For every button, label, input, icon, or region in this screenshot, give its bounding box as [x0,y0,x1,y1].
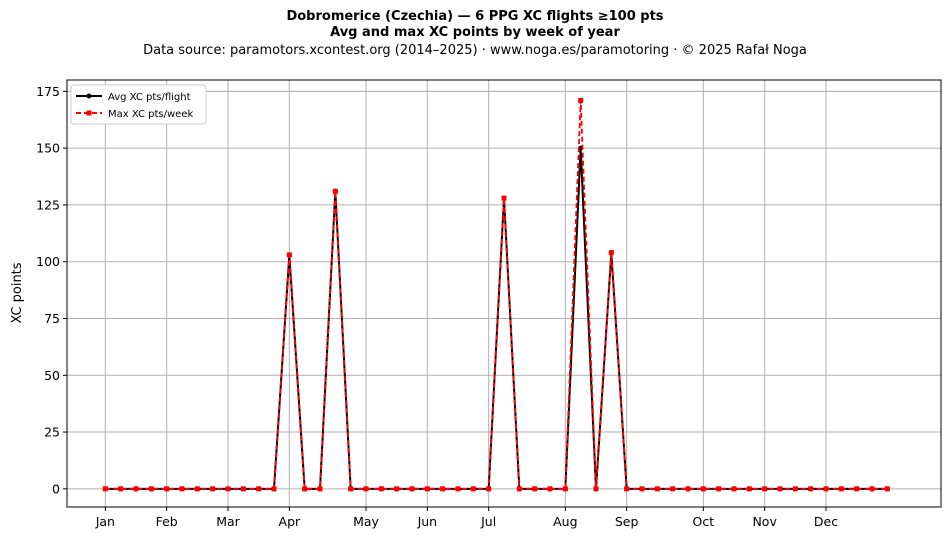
point-max [762,486,768,492]
x-tick-label: May [353,514,379,529]
chart-subtitle: Data source: paramotors.xcontest.org (20… [143,43,807,58]
x-tick-label: Nov [752,514,777,529]
point-max [608,250,614,256]
point-max [102,486,108,492]
x-tick-label: Oct [693,514,715,529]
point-max [639,486,645,492]
point-max [424,486,430,492]
y-tick-label: 0 [52,481,60,496]
point-max [700,486,706,492]
series-layer [102,97,890,492]
point-max [271,486,277,492]
x-tick-label: Feb [156,514,178,529]
legend: Avg XC pts/flight Max XC pts/week [70,84,207,125]
point-max [578,97,584,103]
point-max [348,486,354,492]
point-max [884,486,890,492]
point-max [869,486,875,492]
point-max [210,486,216,492]
point-max [409,486,415,492]
point-max [164,486,170,492]
point-max [593,486,599,492]
point-max [133,486,139,492]
y-tick-label: 25 [44,425,60,440]
point-max [777,486,783,492]
point-max [516,486,522,492]
point-max [225,486,231,492]
axis-layer: 0 25 50 75 100 125 150 175 Jan Feb Mar Apr May Jun Jul… [36,84,838,529]
point-max [240,486,246,492]
y-tick-label: 125 [36,197,60,212]
point-max [440,486,446,492]
chart-title-line-2: Avg and max XC points by week of year [330,25,620,40]
point-max [118,486,124,492]
point-max [746,486,752,492]
legend-avg-label: Avg XC pts/flight [108,92,191,103]
y-tick-label: 75 [44,311,60,326]
point-max [501,195,507,201]
legend-max-marker [86,110,92,116]
point-max [532,486,538,492]
y-tick-label: 50 [44,368,60,383]
point-max [854,486,860,492]
chart-title-line-1: Dobromerice (Czechia) — 6 PPG XC flights… [286,9,664,24]
point-max [670,486,676,492]
x-tick-label: Jul [480,514,496,529]
point-max [685,486,691,492]
point-max [148,486,154,492]
x-tick-label: Jun [417,514,438,529]
point-max [838,486,844,492]
point-max [394,486,400,492]
point-max [823,486,829,492]
x-tick-label: Jan [95,514,115,529]
y-tick-label: 175 [36,84,60,99]
point-max [547,486,553,492]
point-max [792,486,798,492]
point-max [256,486,262,492]
point-max [378,486,384,492]
point-max [302,486,308,492]
y-tick-label: 100 [36,254,60,269]
point-max [455,486,461,492]
series-line-max [105,99,888,490]
point-max [332,188,338,194]
point-max [486,486,492,492]
point-max [194,486,200,492]
x-tick-label: Dec [814,514,838,529]
x-tick-label: Aug [553,514,577,529]
grid-layer [67,80,941,507]
legend-avg-marker [86,93,92,99]
legend-frame [70,84,207,125]
x-tick-label: Apr [279,514,301,529]
point-max [562,486,568,492]
point-max [654,486,660,492]
x-tick-label: Sep [615,514,639,529]
point-max [363,486,369,492]
point-max [808,486,814,492]
legend-max-label: Max XC pts/week [108,109,193,120]
point-max [624,486,630,492]
y-axis-label: XC points [10,262,25,323]
point-max [470,486,476,492]
point-max [317,486,323,492]
point-max [716,486,722,492]
y-tick-label: 150 [36,141,60,156]
plot-frame [66,79,942,508]
point-max [731,486,737,492]
point-max [286,252,292,258]
x-tick-label: Mar [216,514,240,529]
point-max [179,486,185,492]
